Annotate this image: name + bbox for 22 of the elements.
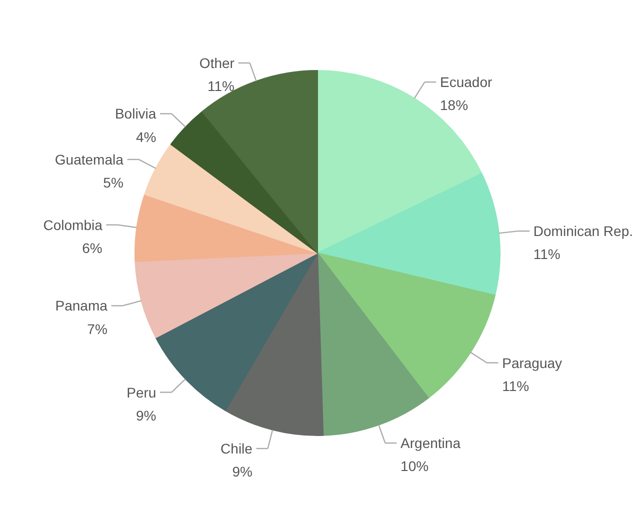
slice-label: Dominican Rep.: [533, 223, 634, 240]
slice-label: Argentina: [400, 435, 461, 452]
data-label: 4%: [136, 128, 156, 145]
slice-label: Bolivia: [114, 106, 156, 122]
data-label: 9%: [136, 407, 156, 424]
slice-label: Peru: [126, 384, 156, 400]
data-label: 11%: [207, 78, 234, 94]
data-label: 11%: [533, 246, 560, 262]
slice-label: Paraguay: [502, 354, 562, 371]
slice-label: Other: [199, 54, 235, 71]
data-label: 18%: [440, 97, 468, 114]
slice-label: Guatemala: [54, 151, 124, 168]
slice-label: Panama: [55, 298, 108, 314]
data-label: 10%: [400, 458, 429, 474]
data-label: 11%: [502, 378, 530, 394]
data-label: 7%: [87, 320, 108, 337]
slice-label: Chile: [220, 440, 253, 457]
slice-label: Ecuador: [440, 74, 492, 90]
data-label: 6%: [82, 240, 102, 256]
data-label: 9%: [232, 464, 252, 480]
data-label: 5%: [103, 174, 124, 191]
slice-label: Colombia: [43, 216, 103, 233]
